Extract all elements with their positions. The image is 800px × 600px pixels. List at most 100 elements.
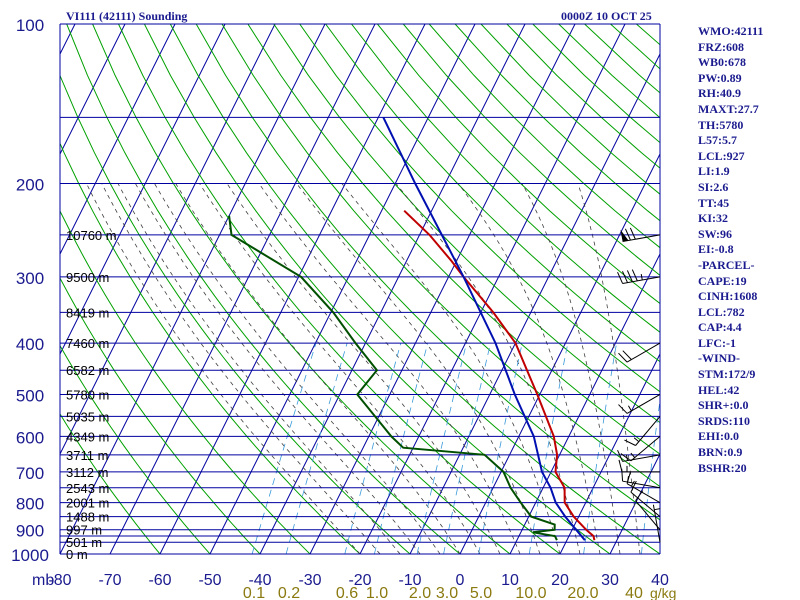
stat-item: SHR+:0.0: [698, 398, 749, 413]
isotherm-line: [309, 24, 576, 554]
stat-item: LI:1.9: [698, 164, 730, 179]
pressure-tick-label: 700: [16, 464, 44, 483]
isotherm-line: [409, 52, 660, 554]
dry-adiabat-line: [195, 24, 660, 521]
wind-barb: [652, 504, 661, 543]
wind-barb-feather: [631, 269, 638, 282]
mixing-ratio-label: 20.0: [567, 585, 598, 600]
pressure-tick-label: 300: [16, 269, 44, 288]
isotherm-line: [459, 152, 660, 554]
wind-barb-feather: [624, 228, 631, 241]
wind-barb: [618, 342, 661, 363]
moist-adiabat-line: [521, 183, 621, 554]
height-label: 1488 m: [66, 510, 109, 525]
wind-barb-half-feather: [630, 480, 635, 487]
pressure-tick-label: 900: [16, 522, 44, 541]
isotherm-line: [559, 352, 660, 554]
isotherm-line: [209, 24, 476, 554]
moist-adiabat-line: [577, 183, 641, 554]
temperature-tick-label: -70: [98, 572, 121, 589]
isotherm-line: [60, 24, 126, 156]
pressure-tick-label: 600: [16, 428, 44, 447]
wind-barb: [618, 394, 661, 414]
isotherm-line: [159, 24, 426, 554]
wind-barb: [620, 227, 661, 242]
moist-adiabat-line: [341, 183, 561, 554]
wind-barb-shaft: [622, 276, 661, 284]
temperature-tick-label: 40: [651, 572, 669, 589]
wind-barb-feather: [635, 490, 644, 501]
wind-barb-half-feather: [627, 405, 632, 412]
isotherm-line: [259, 24, 526, 554]
stat-item: SRDS:110: [698, 413, 751, 428]
wind-barbs: [617, 227, 661, 543]
wind-barb-half-feather: [630, 452, 636, 458]
mixing-ratio-label: 2.0: [409, 585, 431, 600]
wind-barb-feather: [618, 352, 628, 363]
dry-adiabat-line: [66, 24, 461, 554]
stat-item: LCL:782: [698, 304, 745, 319]
wind-barb-shaft: [622, 234, 661, 242]
wind-barb-feather: [626, 270, 633, 282]
stat-item: SW:96: [698, 226, 733, 241]
wind-barb: [635, 490, 661, 531]
height-label: 7460 m: [66, 336, 109, 351]
mixing-ratio-label: 10.0: [515, 585, 546, 600]
stat-item: PW:0.89: [698, 70, 742, 85]
wind-barb-shaft: [626, 342, 661, 363]
stat-item: MAXT:27.7: [698, 101, 759, 116]
temperature-tick-label: -40: [248, 572, 271, 589]
wind-barb-flag: [620, 229, 629, 242]
stat-item: -PARCEL-: [698, 257, 755, 272]
wind-barb: [617, 449, 661, 462]
wind-barb-feather: [622, 271, 628, 283]
height-label: 997 m: [66, 523, 102, 538]
height-label: 3711 m: [66, 448, 108, 463]
isotherm-line: [109, 24, 376, 554]
isotherm-line: [609, 452, 660, 554]
height-label: 10760 m: [66, 228, 117, 243]
wind-barb-shaft: [622, 454, 661, 462]
height-label: 6582 m: [66, 363, 109, 378]
dry-adiabat-line: [558, 24, 660, 119]
wind-barb-shaft: [622, 480, 661, 489]
temperature-tick-label: -30: [298, 572, 321, 589]
moist-adiabat-line: [258, 183, 521, 554]
chart-grid: [59, 23, 661, 555]
wind-barb-shaft: [635, 500, 661, 531]
mixing-ratio-line: [478, 343, 523, 554]
stat-item: STM:172/9: [698, 367, 756, 382]
mixing-ratio-label: 0.6: [336, 585, 358, 600]
wind-barb-feather: [629, 227, 636, 240]
stat-item: SI:2.6: [698, 179, 729, 194]
height-label: 0 m: [66, 547, 88, 562]
temperature-tick-label: 10: [501, 572, 519, 589]
height-label: 5035 m: [66, 409, 109, 424]
stat-item: EHI:0.0: [698, 429, 740, 444]
dry-adiabat-line: [60, 209, 311, 554]
wind-barb-feather: [617, 449, 624, 462]
stat-item: CAPE:19: [698, 273, 747, 288]
station-title: VI111 (42111) Sounding: [66, 9, 188, 23]
wind-barb-feather: [624, 439, 636, 446]
mixing-ratio-label: 3.0: [436, 585, 458, 600]
dry-adiabat-line: [221, 24, 660, 488]
grid-lines: [60, 24, 660, 554]
height-label: 2001 m: [66, 496, 109, 511]
mixing-ratio-line: [251, 342, 317, 554]
height-label: 3112 m: [66, 465, 108, 480]
isotherm-line: [60, 24, 326, 554]
wind-barb-half-feather: [640, 274, 643, 281]
wind-barb-feather: [621, 468, 624, 482]
isotherm-line: [509, 252, 660, 554]
stat-item: WB0:678: [698, 55, 746, 70]
isotherm-line: [359, 24, 626, 554]
stat-item: LCL:927: [698, 148, 745, 163]
wind-barb: [620, 436, 661, 462]
mixing-ratio-label: 0.2: [278, 585, 300, 600]
wind-barb-feather: [626, 471, 631, 484]
temperature-tick-label: -80: [48, 572, 71, 589]
wind-barb-feather: [617, 271, 624, 284]
